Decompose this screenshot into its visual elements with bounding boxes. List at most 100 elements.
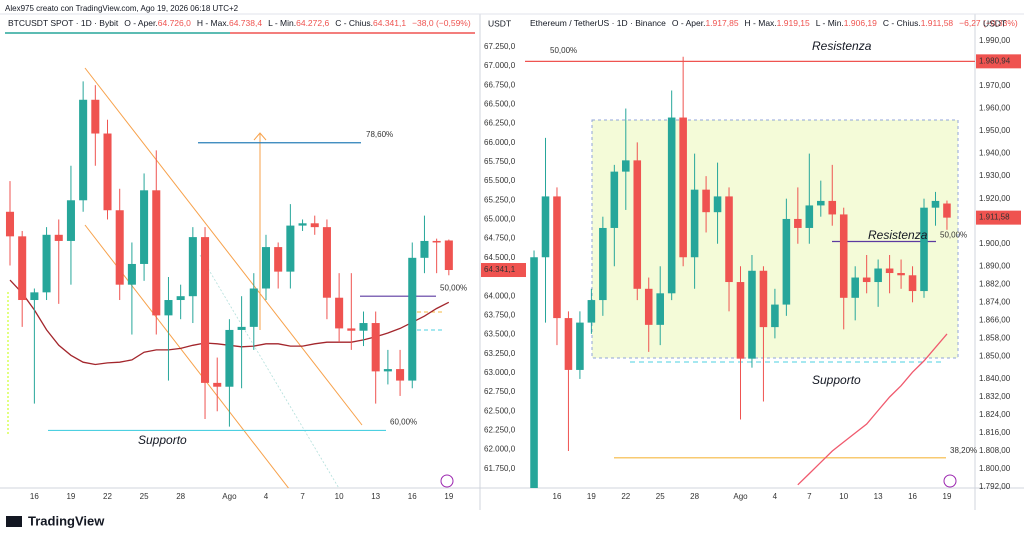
y-tick-label: 62.250,0: [484, 426, 516, 435]
axis-title: USDT: [983, 18, 1006, 28]
candle-body: [164, 300, 173, 316]
candle-body: [564, 318, 573, 370]
candle-body: [225, 329, 234, 387]
legend-value: 1.917,85: [705, 18, 738, 28]
candle-body: [408, 257, 417, 381]
y-tick-label: 1.890,00: [979, 261, 1011, 270]
y-tick-label: 67.250,0: [484, 42, 516, 51]
candle-body: [839, 214, 848, 298]
candle-body: [541, 196, 550, 258]
candle-body: [103, 133, 112, 211]
candle-body: [322, 227, 331, 298]
y-tick-label: 63.250,0: [484, 349, 516, 358]
candle-body: [261, 247, 271, 289]
x-tick-label: 19: [66, 492, 75, 501]
candle-body: [420, 240, 429, 258]
brand: TradingView: [28, 513, 105, 528]
x-tick-label: 28: [690, 492, 699, 501]
candle-body: [213, 382, 222, 387]
candle-body: [530, 257, 538, 488]
candle-body: [644, 288, 653, 325]
y-tick-label: 1.900,00: [979, 239, 1011, 248]
legend-label: O - Aper.: [672, 18, 706, 28]
candle-body: [679, 117, 687, 258]
annotation: Supporto: [812, 373, 861, 387]
candle-body: [851, 277, 859, 298]
candle-body: [587, 300, 596, 323]
candle-body: [359, 323, 368, 331]
legend-value: 1.919,15: [777, 18, 810, 28]
candle-body: [152, 190, 161, 316]
x-tick-label: 13: [874, 492, 883, 501]
y-tick-label: 65.250,0: [484, 195, 516, 204]
candle-body: [201, 237, 210, 383]
brand-logo: [6, 516, 22, 527]
candle-body: [188, 237, 197, 297]
legend-value: 64.272,6: [296, 18, 329, 28]
candle-body: [115, 210, 124, 285]
arrow-head: [253, 132, 267, 141]
plot: [525, 56, 975, 488]
x-tick-label: 16: [408, 492, 417, 501]
candle-body: [54, 234, 63, 241]
y-tick-label: 64.000,0: [484, 291, 516, 300]
candle-body: [140, 190, 149, 264]
y-tick-label: 1.816,00: [979, 428, 1011, 437]
candle-body: [771, 304, 779, 328]
y-tick-label: 65.000,0: [484, 215, 516, 224]
candle-body: [347, 328, 356, 331]
candle-body: [874, 268, 882, 283]
candle-body: [908, 275, 917, 292]
logo-mark: [6, 516, 22, 527]
y-tick-label: 1.850,00: [979, 352, 1011, 361]
y-tick-label: 1.808,00: [979, 446, 1011, 455]
moving-average: [797, 333, 948, 486]
candle-body: [30, 292, 39, 301]
level-label: 60,00%: [390, 418, 417, 427]
candle-body: [736, 282, 745, 359]
x-tick-label: 19: [587, 492, 596, 501]
trend-line: [199, 254, 340, 488]
legend-value: 64.726,0: [158, 18, 191, 28]
candle-body: [335, 297, 344, 329]
candle-body: [862, 277, 871, 283]
candle-body: [5, 211, 15, 237]
legend-value: 64.738,4: [229, 18, 262, 28]
price-box: [976, 54, 1021, 69]
x-tick-label: 7: [807, 492, 812, 501]
candle-body: [656, 293, 664, 325]
legend-change: −38,0 (−0,59%): [412, 18, 471, 28]
level-label: 50,00%: [440, 283, 467, 292]
legend-value: 64.341,1: [373, 18, 406, 28]
candle-body: [310, 223, 319, 228]
x-tick-label: 16: [30, 492, 39, 501]
y-tick-label: 1.800,00: [979, 464, 1011, 473]
candle-body: [805, 205, 814, 228]
candle-body: [396, 369, 405, 381]
event-icon[interactable]: [943, 474, 957, 488]
y-tick-label: 1.866,00: [979, 315, 1011, 324]
legend: Ethereum / TetherUS · 1D · Binance O - Ap…: [530, 18, 1018, 28]
x-tick-label: 19: [444, 492, 453, 501]
x-tick-label: 10: [839, 492, 848, 501]
candle-body: [274, 247, 283, 272]
y-tick-label: 66.000,0: [484, 138, 516, 147]
level-label: 38,20%: [950, 446, 977, 455]
last-price-box: [481, 263, 526, 278]
candle-body: [782, 218, 791, 305]
x-tick-label: 16: [908, 492, 917, 501]
candle-body: [690, 189, 699, 258]
candle-body: [237, 326, 246, 330]
y-tick-label: 1.920,00: [979, 194, 1011, 203]
x-tick-label: 13: [371, 492, 380, 501]
legend-change: −6,27 (−0,33%): [959, 18, 1018, 28]
y-tick-label: 66.750,0: [484, 80, 516, 89]
legend-symbol: Ethereum / TetherUS · 1D · Binance: [530, 18, 666, 28]
y-tick-label: 1.930,00: [979, 171, 1011, 180]
candle-body: [759, 270, 768, 328]
event-icon[interactable]: [440, 474, 454, 488]
legend-label: C - Chius.: [335, 18, 373, 28]
candle-body: [633, 160, 642, 289]
candle-body: [794, 218, 802, 228]
